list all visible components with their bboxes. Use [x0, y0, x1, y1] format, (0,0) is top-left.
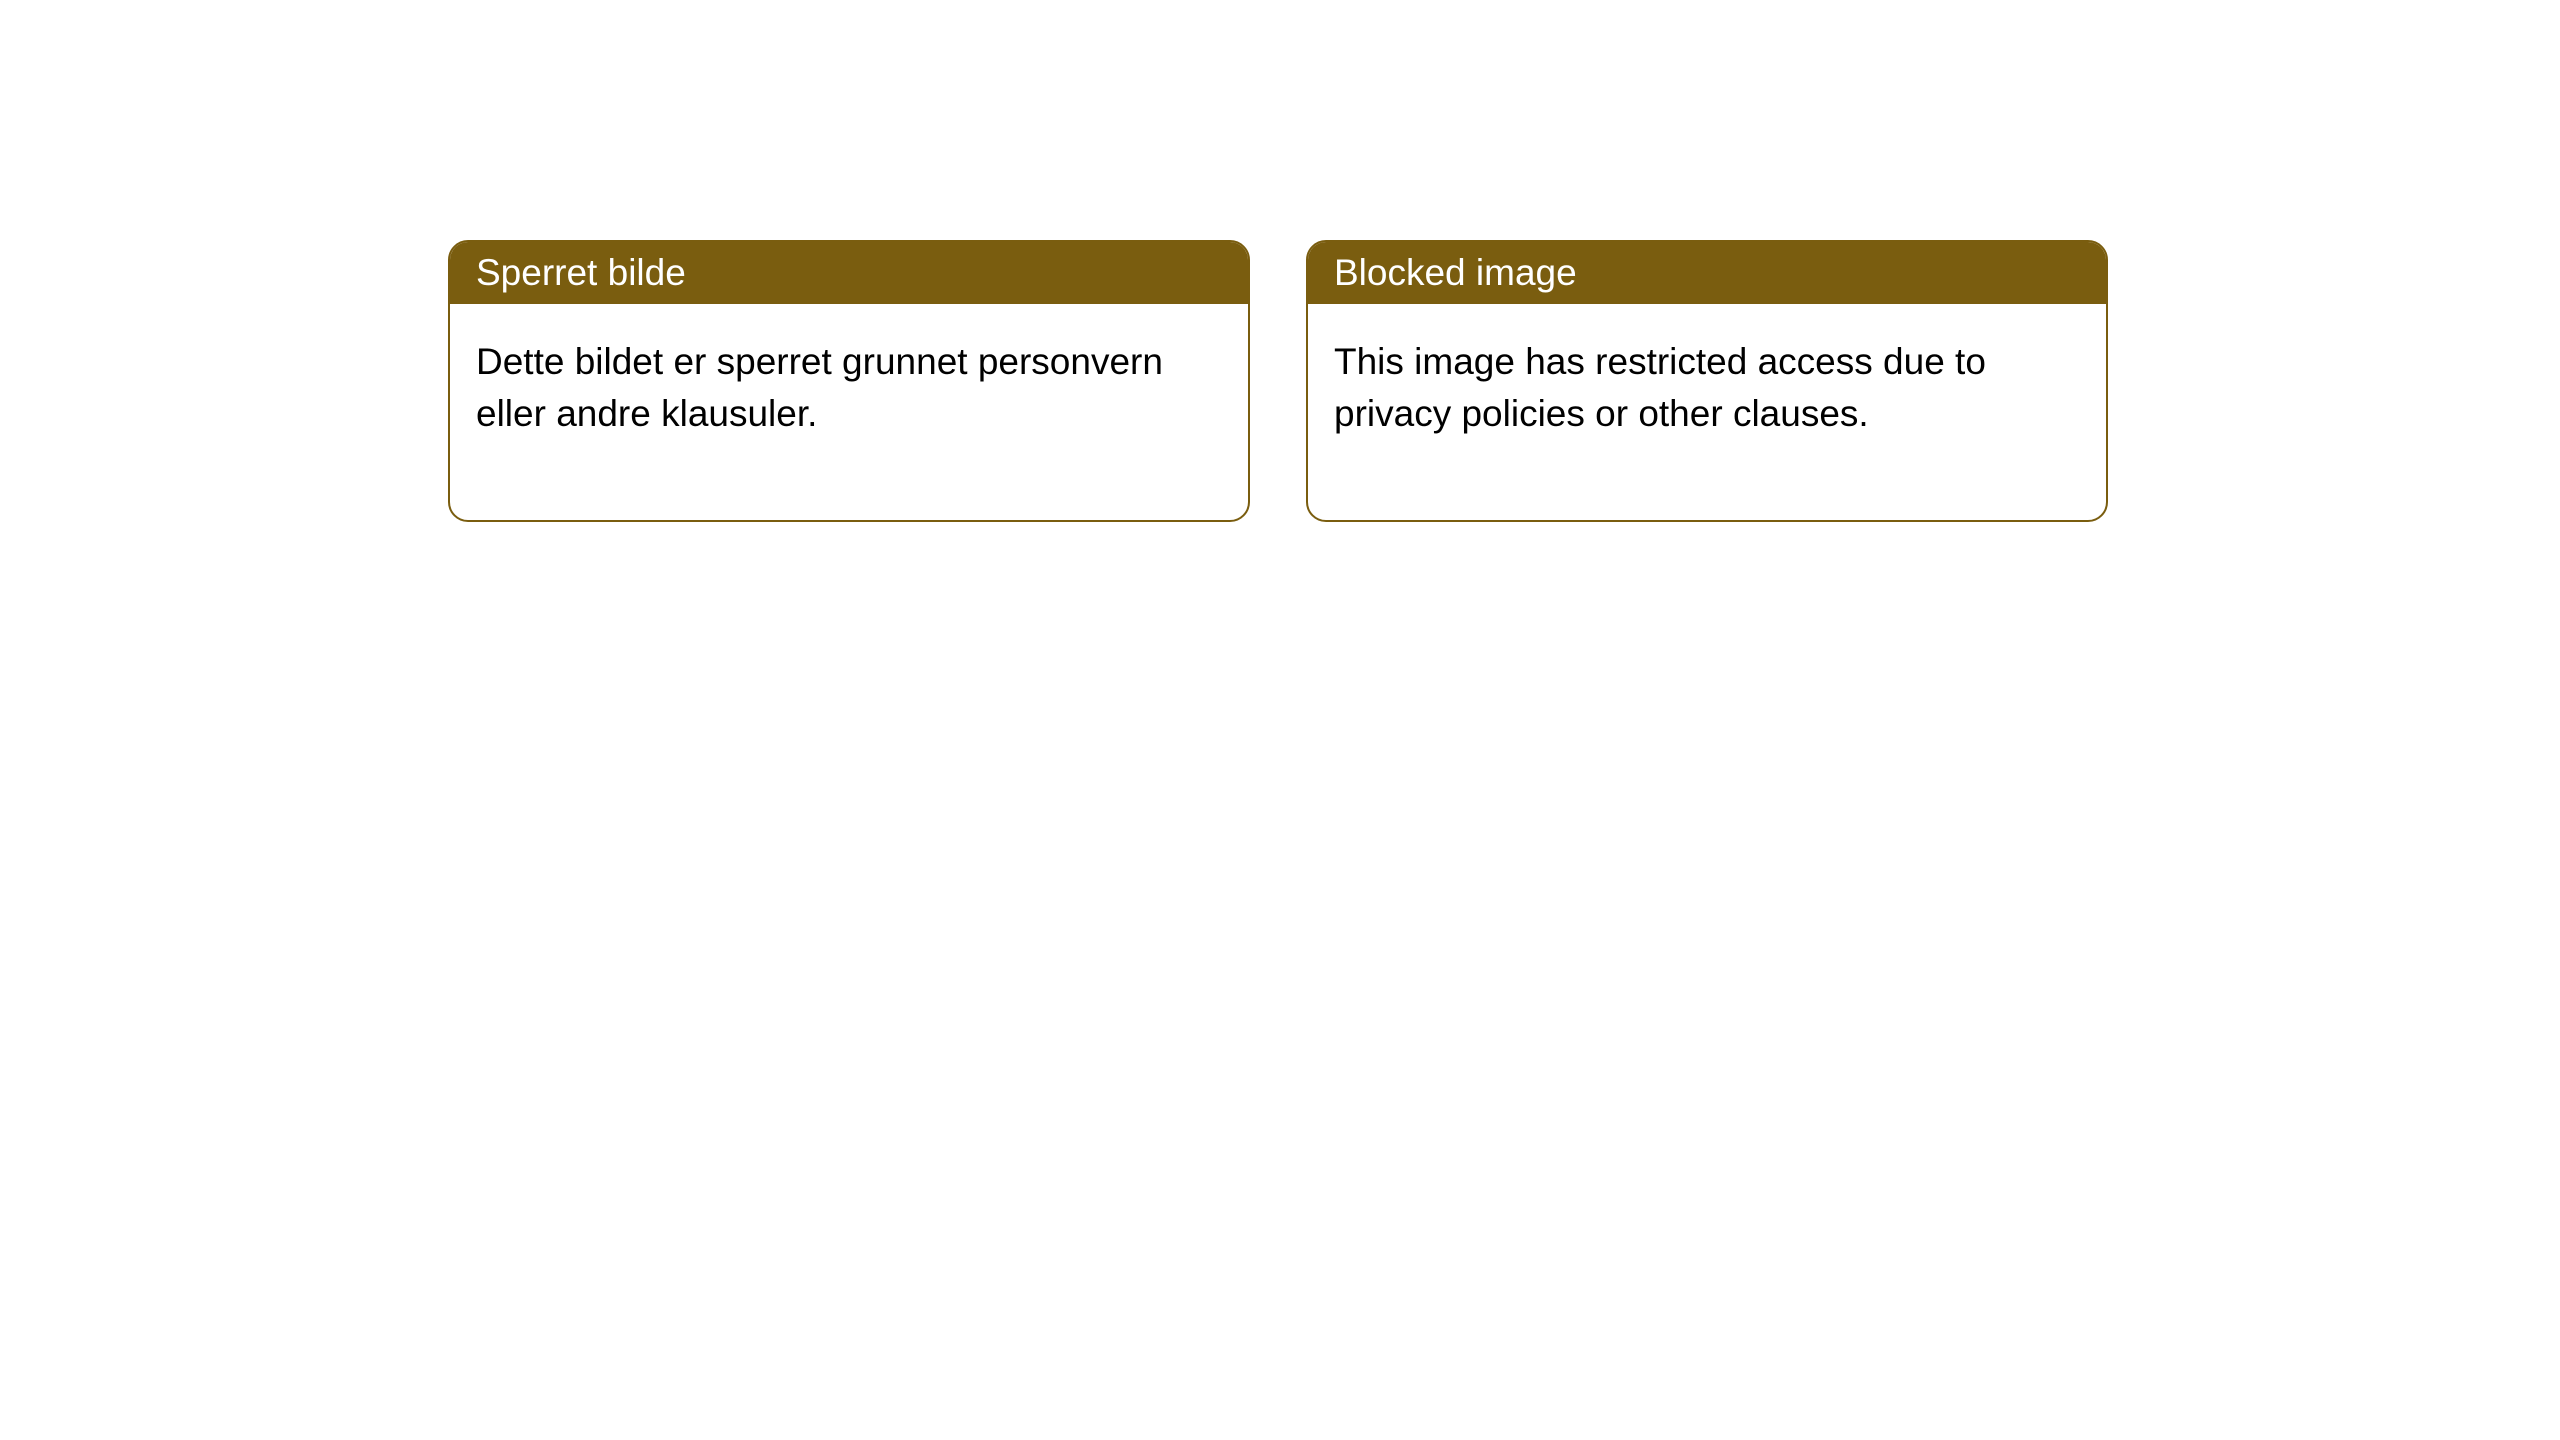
notice-body: This image has restricted access due to …	[1308, 304, 2106, 520]
notice-text: This image has restricted access due to …	[1334, 341, 1986, 434]
notice-header: Sperret bilde	[450, 242, 1248, 304]
notice-header: Blocked image	[1308, 242, 2106, 304]
notice-card-english: Blocked image This image has restricted …	[1306, 240, 2108, 522]
notice-container: Sperret bilde Dette bildet er sperret gr…	[0, 0, 2560, 522]
notice-card-norwegian: Sperret bilde Dette bildet er sperret gr…	[448, 240, 1250, 522]
notice-text: Dette bildet er sperret grunnet personve…	[476, 341, 1163, 434]
notice-body: Dette bildet er sperret grunnet personve…	[450, 304, 1248, 520]
notice-title: Sperret bilde	[476, 252, 686, 293]
notice-title: Blocked image	[1334, 252, 1577, 293]
